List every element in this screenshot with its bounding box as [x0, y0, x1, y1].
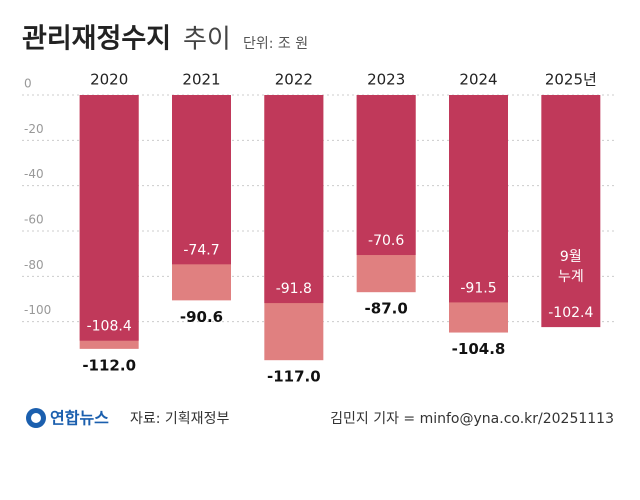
x-tick-label: 2022	[275, 71, 313, 89]
y-tick-label: -60	[24, 213, 44, 227]
bar	[449, 95, 508, 303]
source: 자료: 기획재정부	[130, 411, 229, 427]
bar	[541, 95, 601, 328]
unit: 단위: 조 원	[243, 36, 308, 52]
value-label: -108.4	[87, 319, 132, 335]
bar	[79, 95, 139, 341]
value-label: -70.6	[368, 233, 404, 249]
bar	[172, 95, 231, 265]
y-tick-label: -80	[24, 258, 44, 272]
x-tick-label: 2024	[459, 71, 497, 89]
series-label: 9월 누계	[557, 249, 584, 286]
value-label: -74.7	[183, 242, 219, 258]
x-tick-label: 2023	[367, 71, 405, 89]
y-tick-label: 0	[24, 77, 32, 91]
x-tick-label: 2025년	[545, 71, 597, 89]
y-tick-label: -100	[24, 303, 51, 317]
x-tick-label: 2020	[90, 71, 128, 89]
value-label: -91.8	[276, 281, 312, 297]
credit: 김민지 기자 = minfo@yna.co.kr/20251113	[330, 411, 614, 427]
value-label: -117.0	[267, 368, 321, 386]
series-label-box: 9월 누계	[557, 249, 584, 286]
value-label: -91.5	[460, 280, 496, 296]
bar	[356, 95, 416, 256]
chart-title-suffix: 추이	[183, 25, 231, 55]
chart-title: 관리재정수지	[22, 24, 171, 55]
bar	[264, 95, 324, 304]
value-label: -104.8	[452, 340, 506, 358]
logo-icon-inner	[31, 413, 41, 423]
value-label: -112.0	[82, 356, 136, 374]
y-tick-label: -40	[24, 167, 44, 181]
logo: 연합뉴스	[50, 409, 109, 428]
value-label: -90.6	[180, 308, 223, 326]
y-tick-label: -20	[24, 122, 44, 136]
value-label: -87.0	[365, 300, 408, 318]
value-label: -102.4	[548, 305, 593, 321]
x-tick-label: 2021	[182, 71, 220, 89]
